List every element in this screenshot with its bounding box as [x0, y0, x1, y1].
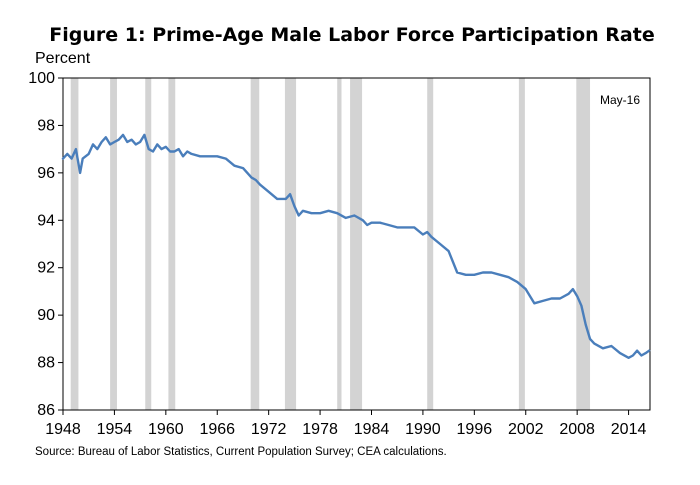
y-axis-label: Percent [35, 50, 91, 67]
chart-title: Figure 1: Prime-Age Male Labor Force Par… [49, 24, 654, 46]
y-tick-label: 90 [37, 307, 55, 324]
recession-band-4 [250, 78, 260, 410]
x-tick-label: 2014 [611, 421, 647, 438]
source-note: Source: Bureau of Labor Statistics, Curr… [35, 446, 447, 458]
x-tick-label: 1954 [97, 421, 133, 438]
y-axis-ticks: 86 88 90 92 94 96 98 100 [28, 70, 63, 419]
y-tick-label: 94 [37, 212, 55, 229]
recession-band-5 [284, 78, 297, 410]
y-tick-label: 86 [37, 402, 55, 419]
x-tick-label: 1960 [148, 421, 184, 438]
x-tick-label: 1966 [199, 421, 235, 438]
x-tick-label: 2002 [508, 421, 544, 438]
x-tick-label: 1948 [45, 421, 81, 438]
recession-band-0 [70, 78, 79, 410]
recession-band-3 [168, 78, 176, 410]
recession-band-7 [350, 78, 363, 410]
recession-band-6 [337, 78, 342, 410]
x-axis-ticks: 1948 1954 1960 1966 1972 1978 1984 1990 1996 2002… [45, 410, 646, 438]
y-tick-label: 88 [37, 355, 55, 372]
recession-bands [70, 78, 591, 410]
x-tick-label: 1972 [251, 421, 287, 438]
x-tick-label: 1978 [302, 421, 338, 438]
recession-band-1 [110, 78, 117, 410]
y-tick-label: 98 [37, 117, 55, 134]
recession-band-10 [576, 78, 591, 410]
plot-border [62, 77, 651, 411]
date-annotation: May-16 [600, 93, 640, 107]
x-tick-label: 2008 [559, 421, 595, 438]
x-tick-label: 1996 [457, 421, 493, 438]
recession-band-8 [427, 78, 434, 410]
series-line-lfpr [61, 133, 651, 359]
x-tick-label: 1984 [354, 421, 390, 438]
x-tick-label: 1990 [405, 421, 441, 438]
recession-band-2 [145, 78, 152, 410]
y-tick-label: 96 [37, 165, 55, 182]
y-tick-label: 92 [37, 260, 55, 277]
y-tick-label: 100 [28, 70, 55, 87]
recession-band-9 [518, 78, 525, 410]
